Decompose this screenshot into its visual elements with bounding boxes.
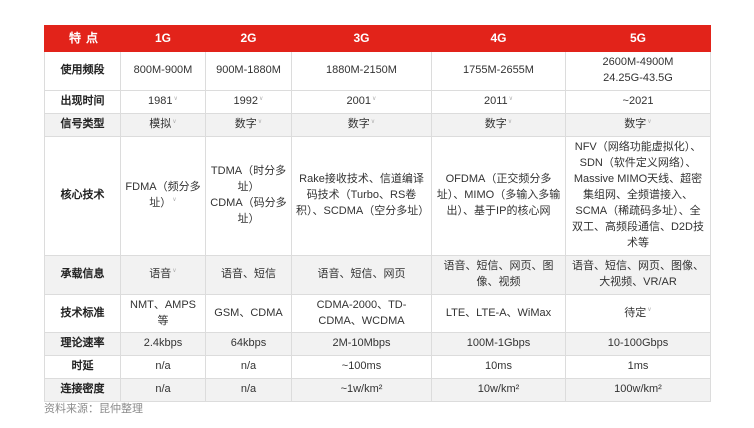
table-cell: 1880M-2150M (291, 51, 432, 92)
table-cell: 100M-1Gbps (431, 332, 566, 357)
table-cell: 2.4kbps (120, 332, 206, 357)
annotation-mark-icon: ∨ (370, 118, 376, 125)
annotation-mark-icon: ∨ (647, 118, 652, 125)
annotation-mark-icon: ∨ (372, 95, 377, 102)
table-cell: FDMA（频分多址）∨ (120, 136, 206, 256)
table-row: 核心技术 FDMA（频分多址）∨ TDMA（时分多址） CDMA（码分多址） Rake… (44, 136, 711, 256)
annotation-mark-icon: ∨ (257, 118, 263, 125)
table-cell: n/a (205, 378, 292, 403)
column-header-4g: 4G (431, 24, 566, 53)
row-label: 核心技术 (44, 136, 121, 256)
row-label: 承载信息 (44, 254, 121, 295)
table-cell: 900M-1880M (205, 51, 292, 92)
annotation-mark-icon: ∨ (507, 118, 513, 125)
table-cell: 语音、短信、网页 (291, 254, 432, 295)
table-cell: 1981∨ (120, 90, 206, 115)
table-cell: 语音、短信 (205, 254, 292, 295)
table-row: 理论速率 2.4kbps 64kbps 2M-10Mbps 100M-1Gbps 10-1… (44, 332, 711, 357)
table-cell: 模拟∨ (120, 113, 206, 138)
table-row: 技术标准 NMT、AMPS等 GSM、CDMA CDMA-2000、TD-CDMA、W… (44, 293, 711, 334)
table-cell: Rake接收技术、信道编译码技术（Turbo、RS卷积）、SCDMA（空分多址） (291, 136, 432, 256)
table-cell: 64kbps (205, 332, 292, 357)
table-cell: 语音∨ (120, 254, 206, 295)
table-cell: LTE、LTE-A、WiMax (431, 293, 566, 334)
table-cell: n/a (205, 355, 292, 380)
table-cell: TDMA（时分多址） CDMA（码分多址） (205, 136, 292, 256)
row-label: 使用频段 (44, 51, 121, 92)
table-cell: 10w/km² (431, 378, 566, 403)
table-cell: 2011∨ (431, 90, 566, 115)
annotation-mark-icon: ∨ (172, 268, 177, 275)
table-cell: 数字∨ (205, 113, 292, 138)
table-cell: 语音、短信、网页、图像、视频 (431, 254, 566, 295)
column-header-feature: 特点 (44, 24, 121, 53)
generation-comparison-table: 特点 1G 2G 3G 4G 5G 使用频段 800M-900M 900M-1880… (44, 24, 711, 403)
row-label: 时延 (44, 355, 121, 380)
table-cell: 数字∨ (431, 113, 566, 138)
table-row: 连接密度 n/a n/a ~1w/km² 10w/km² 100w/km² (44, 378, 711, 403)
column-header-1g: 1G (120, 24, 206, 53)
table-cell: OFDMA（正交频分多址）、MIMO（多输入多输出）、基于IP的核心网 (431, 136, 566, 256)
row-label: 技术标准 (44, 293, 121, 334)
table-row: 使用频段 800M-900M 900M-1880M 1880M-2150M 1755M-… (44, 51, 711, 92)
table-body: 使用频段 800M-900M 900M-1880M 1880M-2150M 1755M-… (44, 51, 711, 403)
table-row: 出现时间 1981∨ 1992∨ 2001∨ 2011∨ ~2021 (44, 90, 711, 115)
annotation-mark-icon: ∨ (172, 197, 177, 204)
table-cell: ~1w/km² (291, 378, 432, 403)
annotation-mark-icon: ∨ (647, 306, 652, 313)
table-row: 信号类型 模拟∨ 数字∨ 数字∨ 数字∨ 数字∨ (44, 113, 711, 138)
table-cell: CDMA-2000、TD-CDMA、WCDMA (291, 293, 432, 334)
row-label: 连接密度 (44, 378, 121, 403)
source-note: 资料来源：昆仲整理 (44, 403, 143, 415)
annotation-mark-icon: ∨ (173, 95, 178, 102)
table-cell: 语音、短信、网页、图像、大视频、VR/AR (565, 254, 711, 295)
table-cell: 100w/km² (565, 378, 711, 403)
table-cell: 2600M-4900M 24.25G-43.5G (565, 51, 711, 92)
table-cell: n/a (120, 378, 206, 403)
annotation-mark-icon: ∨ (508, 95, 514, 102)
table-cell: ~2021 (565, 90, 711, 115)
table-cell: 1992∨ (205, 90, 292, 115)
table-cell: 800M-900M (120, 51, 206, 92)
row-label: 理论速率 (44, 332, 121, 357)
table-cell: 1755M-2655M (431, 51, 566, 92)
table-cell: 1ms (565, 355, 711, 380)
comparison-table-container: 特点 1G 2G 3G 4G 5G 使用频段 800M-900M 900M-1880… (44, 24, 711, 403)
table-header-row: 特点 1G 2G 3G 4G 5G (44, 24, 711, 53)
table-cell: 10ms (431, 355, 566, 380)
table-cell: 数字∨ (291, 113, 432, 138)
annotation-mark-icon: ∨ (259, 95, 264, 102)
table-cell: GSM、CDMA (205, 293, 292, 334)
table-cell: 2M-10Mbps (291, 332, 432, 357)
table-cell: n/a (120, 355, 206, 380)
row-label: 信号类型 (44, 113, 121, 138)
column-header-5g: 5G (565, 24, 711, 53)
table-cell: NFV（网络功能虚拟化）、SDN（软件定义网络）、Massive MIMO天线、… (565, 136, 711, 256)
table-cell: 10-100Gbps (565, 332, 711, 357)
table-cell: 数字∨ (565, 113, 711, 138)
table-cell: 2001∨ (291, 90, 432, 115)
row-label: 出现时间 (44, 90, 121, 115)
table-cell: ~100ms (291, 355, 432, 380)
column-header-3g: 3G (291, 24, 432, 53)
table-row: 承载信息 语音∨ 语音、短信 语音、短信、网页 语音、短信、网页、图像、视频 语音、短信、… (44, 254, 711, 295)
column-header-2g: 2G (205, 24, 292, 53)
table-cell: NMT、AMPS等 (120, 293, 206, 334)
table-row: 时延 n/a n/a ~100ms 10ms 1ms (44, 355, 711, 380)
annotation-mark-icon: ∨ (172, 118, 177, 125)
table-cell: 待定∨ (565, 293, 711, 334)
